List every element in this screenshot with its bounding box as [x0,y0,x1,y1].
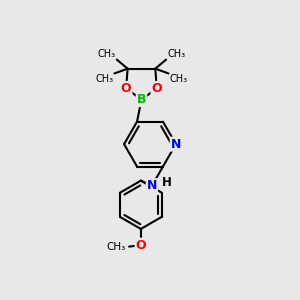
Text: CH₃: CH₃ [98,49,116,59]
Text: N: N [171,138,181,151]
Text: N: N [147,179,157,192]
Text: H: H [162,176,172,189]
Text: B: B [137,93,146,106]
Text: O: O [136,238,146,252]
Text: O: O [121,82,131,95]
Text: CH₃: CH₃ [170,74,188,84]
Text: CH₃: CH₃ [106,242,126,252]
Text: O: O [152,82,162,95]
Text: CH₃: CH₃ [167,49,185,59]
Text: CH₃: CH₃ [95,74,113,84]
